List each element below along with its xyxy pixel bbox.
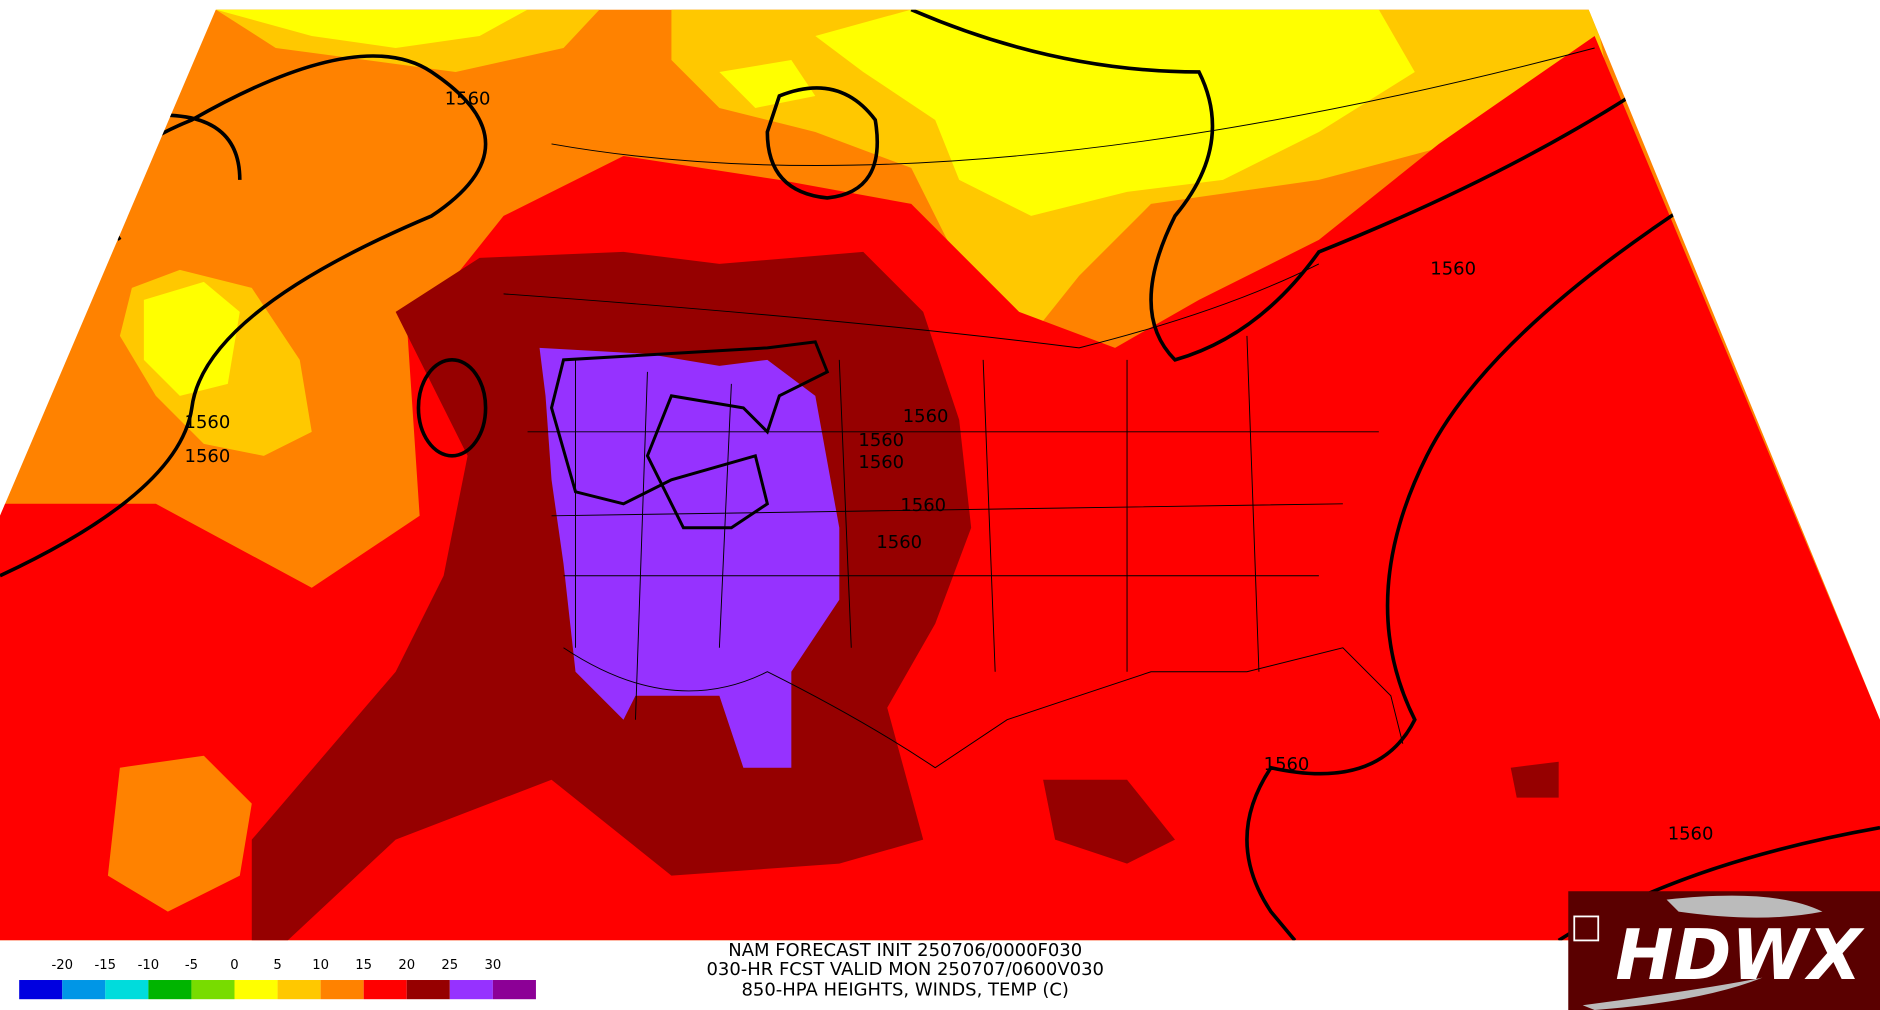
legend-swatch: [105, 980, 149, 1000]
logo: HDWX: [1568, 891, 1880, 1010]
contour-line: [910, 9, 1632, 362]
legend-swatch: [19, 980, 63, 1000]
header: NAM FORECAST INIT 250706/0000F030 030-HR…: [707, 940, 1104, 1001]
header-line: NAM FORECAST INIT 250706/0000F030: [728, 940, 1082, 961]
contour-label: 1560: [185, 412, 231, 433]
contour-label: 1560: [858, 430, 904, 451]
temperature-field: [0, 9, 1880, 941]
contour-label: 1560: [876, 532, 922, 553]
legend-tick-label: 10: [312, 958, 329, 973]
contour-label: 1560: [445, 88, 491, 109]
state-line: [575, 335, 1260, 720]
contour-label: 1560: [1264, 754, 1310, 775]
legend-swatch: [320, 980, 364, 1000]
contour-line: [0, 54, 488, 578]
legend-tick-label: 25: [441, 958, 458, 973]
contour-label: 1560: [1668, 824, 1714, 845]
contour-line: [549, 340, 830, 530]
temp-30-plus: [539, 347, 840, 768]
contour-label: 1560: [185, 446, 231, 467]
contour-label: 1560: [903, 406, 949, 427]
contour-line: [416, 358, 488, 458]
header-line: 030-HR FCST VALID MON 250707/0600V030: [707, 959, 1104, 980]
temp-25-30: [1510, 761, 1559, 798]
color-legend: -20 -15 -10 -5 0 5 10 15 20 25 30: [19, 958, 536, 1000]
temp-5-10: [719, 59, 816, 108]
header-line: 850-HPA HEIGHTS, WINDS, TEMP (C): [742, 980, 1069, 1001]
contour-labels: 1560156015601560156015601560156015601560…: [185, 88, 1714, 844]
legend-swatch: [62, 980, 106, 1000]
contour-line: [765, 86, 880, 200]
temp-5-10: [815, 9, 1415, 216]
contour-label: 1560: [858, 452, 904, 473]
temp-5-10: [143, 281, 240, 396]
logo-swoosh: [1582, 895, 1823, 1010]
border-line: [503, 263, 1320, 349]
legend-tick-label: 0: [230, 958, 238, 973]
border-line: [563, 647, 1404, 769]
legend-tick-label: 30: [484, 958, 501, 973]
contour-label: 1560: [900, 495, 946, 516]
legend-tick-label: -20: [51, 958, 73, 973]
contour-line: [1245, 142, 1788, 941]
legend-tick-label: -5: [185, 958, 198, 973]
legend-tick-label: 20: [398, 958, 415, 973]
legend-swatch: [492, 980, 536, 1000]
legend-tick-label: 5: [273, 958, 281, 973]
temp-5-10: [215, 9, 528, 48]
legend-swatch: [363, 980, 407, 1000]
boundaries: [503, 47, 1595, 769]
border-line: [551, 47, 1595, 167]
legend-swatch: [406, 980, 450, 1000]
state-line: [527, 431, 1379, 577]
legend-swatch: [148, 980, 192, 1000]
contour-label: 1560: [1430, 259, 1476, 280]
legend-tick-label: -15: [95, 958, 117, 973]
temp-15-20: [107, 755, 252, 912]
logo-text: HDWX: [1615, 915, 1865, 996]
legend-swatch: [234, 980, 278, 1000]
legend-tick-label: -10: [138, 958, 160, 973]
legend-tick-label: 15: [355, 958, 372, 973]
legend-swatch: [277, 980, 321, 1000]
logo-icon: [1573, 915, 1600, 942]
legend-swatch: [191, 980, 235, 1000]
legend-swatch: [449, 980, 493, 1000]
temp-25-30: [1043, 779, 1175, 864]
